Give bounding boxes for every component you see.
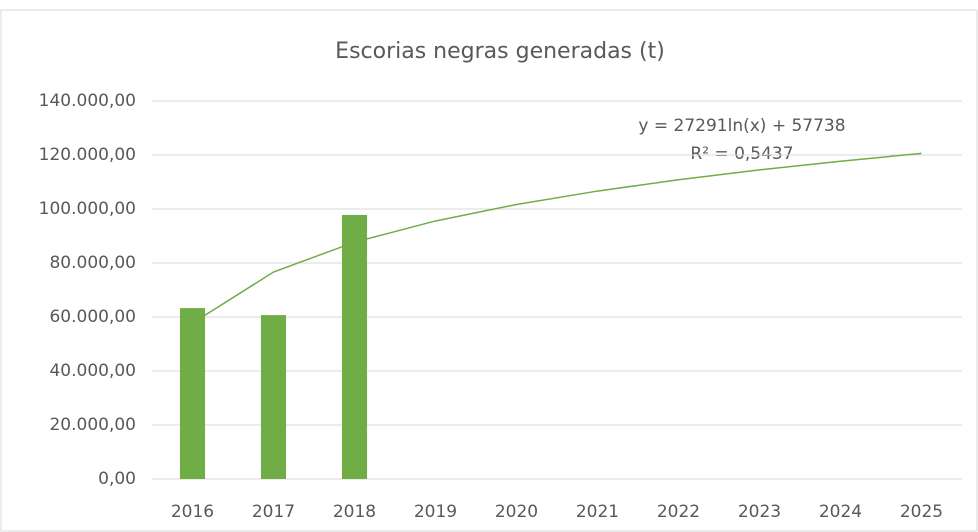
trendline-equation: y = 27291ln(x) + 57738 <box>638 116 845 136</box>
x-tick-label: 2023 <box>738 502 781 522</box>
x-tick-label: 2022 <box>657 502 700 522</box>
chart-title: Escorias negras generadas (t) <box>335 39 665 64</box>
y-tick-label: 140.000,00 <box>39 91 136 111</box>
trendline <box>192 152 922 324</box>
chart-border <box>0 9 978 532</box>
x-tick-label: 2021 <box>576 502 619 522</box>
bar <box>179 308 206 479</box>
y-tick-label: 40.000,00 <box>49 361 136 381</box>
x-tick-label: 2018 <box>333 502 376 522</box>
y-tick-label: 20.000,00 <box>49 415 136 435</box>
x-tick-label: 2017 <box>252 502 295 522</box>
x-tick-label: 2025 <box>900 502 943 522</box>
x-tick-label: 2024 <box>819 502 862 522</box>
bar <box>260 315 287 479</box>
trendline-r2: R² = 0,5437 <box>690 144 793 164</box>
x-tick-label: 2019 <box>414 502 457 522</box>
y-tick-label: 120.000,00 <box>39 145 136 165</box>
y-tick-label: 0,00 <box>98 469 136 489</box>
y-tick-label: 100.000,00 <box>39 199 136 219</box>
x-tick-label: 2016 <box>171 502 214 522</box>
y-tick-label: 80.000,00 <box>49 253 136 273</box>
x-tick-label: 2020 <box>495 502 538 522</box>
bar <box>341 214 368 479</box>
y-tick-label: 60.000,00 <box>49 307 136 327</box>
